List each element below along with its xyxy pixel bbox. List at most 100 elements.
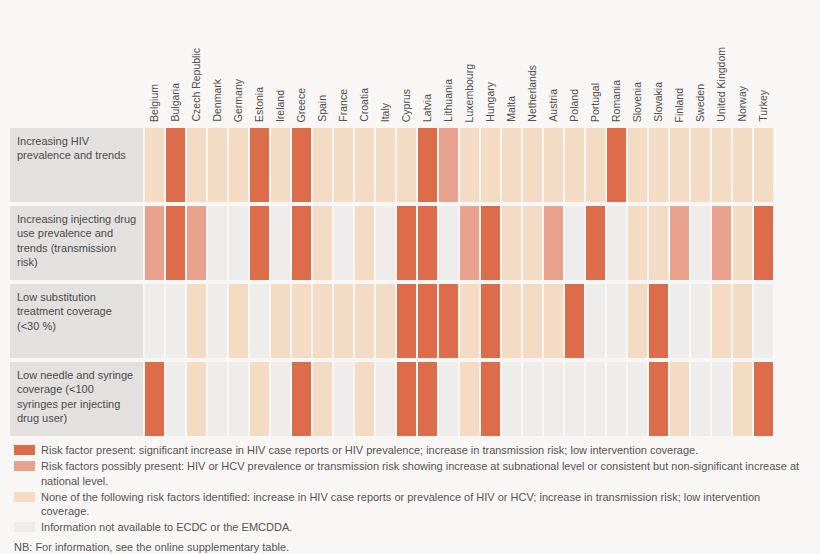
matrix-cell (187, 206, 206, 280)
row-label: Low needle and syringe coverage (<100 sy… (10, 362, 143, 436)
column-label-text: Slovenia (632, 82, 643, 124)
matrix-cell (733, 362, 752, 436)
matrix-cell (712, 362, 731, 436)
matrix-cell (208, 284, 227, 358)
matrix-cell (628, 362, 647, 436)
matrix-cell (355, 284, 374, 358)
matrix-cell (628, 128, 647, 202)
matrix-cell (460, 362, 479, 436)
matrix-cell (292, 206, 311, 280)
matrix-cell (460, 128, 479, 202)
legend: Risk factor present: significant increas… (14, 443, 810, 535)
matrix-cell (145, 206, 164, 280)
matrix-cell (187, 128, 206, 202)
legend-label-na: Information not available to ECDC or the… (41, 520, 292, 534)
matrix-cell (313, 362, 332, 436)
matrix-cell (292, 284, 311, 358)
column-label: Denmark (208, 8, 227, 124)
column-label-text: Romania (611, 80, 622, 124)
row-label: Low substitution treatment coverage (<30… (10, 284, 143, 358)
matrix-cell (502, 362, 521, 436)
matrix-cell (334, 206, 353, 280)
column-label: Malta (502, 8, 521, 124)
column-label: Hungary (481, 8, 500, 124)
matrix-cell (670, 362, 689, 436)
matrix-cell (250, 206, 269, 280)
matrix-corner (10, 8, 143, 124)
matrix-cell (754, 206, 773, 280)
column-label: Germany (229, 8, 248, 124)
matrix-cell (649, 284, 668, 358)
matrix-cell (439, 206, 458, 280)
matrix-cell (691, 362, 710, 436)
column-label: Sweden (691, 8, 710, 124)
column-label-text: Denmark (212, 79, 223, 124)
matrix-cell (670, 284, 689, 358)
legend-item-present: Risk factor present: significant increas… (14, 443, 810, 457)
matrix-cell (229, 206, 248, 280)
legend-item-na: Information not available to ECDC or the… (14, 520, 810, 534)
column-label: Spain (313, 8, 332, 124)
column-label: Ireland (271, 8, 290, 124)
matrix-cell (586, 362, 605, 436)
legend-label-present: Risk factor present: significant increas… (41, 443, 698, 457)
matrix-cell (481, 362, 500, 436)
row-label: Increasing HIV prevalence and trends (10, 128, 143, 202)
column-label-text: Luxembourg (464, 64, 475, 124)
matrix-cell (607, 362, 626, 436)
column-label-text: Italy (380, 103, 391, 124)
matrix-cell (208, 128, 227, 202)
matrix-cell (670, 128, 689, 202)
column-label-text: Austria (548, 89, 559, 124)
matrix-cell (166, 362, 185, 436)
matrix-cell (586, 128, 605, 202)
column-label: Croatia (355, 8, 374, 124)
column-label: Cyprus (397, 8, 416, 124)
column-label-text: Sweden (695, 84, 706, 124)
matrix-cell (250, 284, 269, 358)
column-label-text: Belgium (149, 84, 160, 124)
column-label-text: Hungary (485, 82, 496, 124)
column-label-text: Czech Republic (191, 48, 202, 124)
column-label: Austria (544, 8, 563, 124)
matrix-cell (649, 128, 668, 202)
matrix-cell (376, 128, 395, 202)
column-label-text: Lithuania (443, 79, 454, 124)
matrix-cell (754, 362, 773, 436)
matrix-cell (565, 362, 584, 436)
column-label-text: Cyprus (401, 89, 412, 124)
matrix-cell (649, 362, 668, 436)
matrix-cell (502, 128, 521, 202)
matrix-cell (565, 128, 584, 202)
column-label-text: France (338, 89, 349, 124)
matrix-cell (733, 284, 752, 358)
column-label: Slovenia (628, 8, 647, 124)
column-label-text: Portugal (590, 83, 601, 124)
matrix-cell (166, 206, 185, 280)
legend-label-none: None of the following risk factors ident… (41, 490, 810, 519)
column-label-text: Netherlands (527, 65, 538, 124)
legend-swatch-none (14, 492, 35, 502)
column-label-text: Latvia (422, 94, 433, 124)
column-label-text: Norway (737, 86, 748, 124)
column-label-text: Estonia (254, 87, 265, 124)
column-label-text: Malta (506, 96, 517, 124)
matrix-cell (544, 128, 563, 202)
column-label: Belgium (145, 8, 164, 124)
matrix-cell (292, 362, 311, 436)
matrix-cell (754, 128, 773, 202)
column-label: Bulgaria (166, 8, 185, 124)
column-label: Poland (565, 8, 584, 124)
matrix-cell (271, 362, 290, 436)
column-label: United Kingdom (712, 8, 731, 124)
legend-swatch-present (14, 445, 35, 455)
matrix-cell (754, 284, 773, 358)
matrix-cell (313, 128, 332, 202)
column-label-text: Finland (674, 88, 685, 124)
matrix-cell (355, 362, 374, 436)
column-label-text: Greece (296, 88, 307, 124)
matrix-cell (145, 128, 164, 202)
column-label: France (334, 8, 353, 124)
matrix-cell (481, 284, 500, 358)
matrix-cell (334, 284, 353, 358)
